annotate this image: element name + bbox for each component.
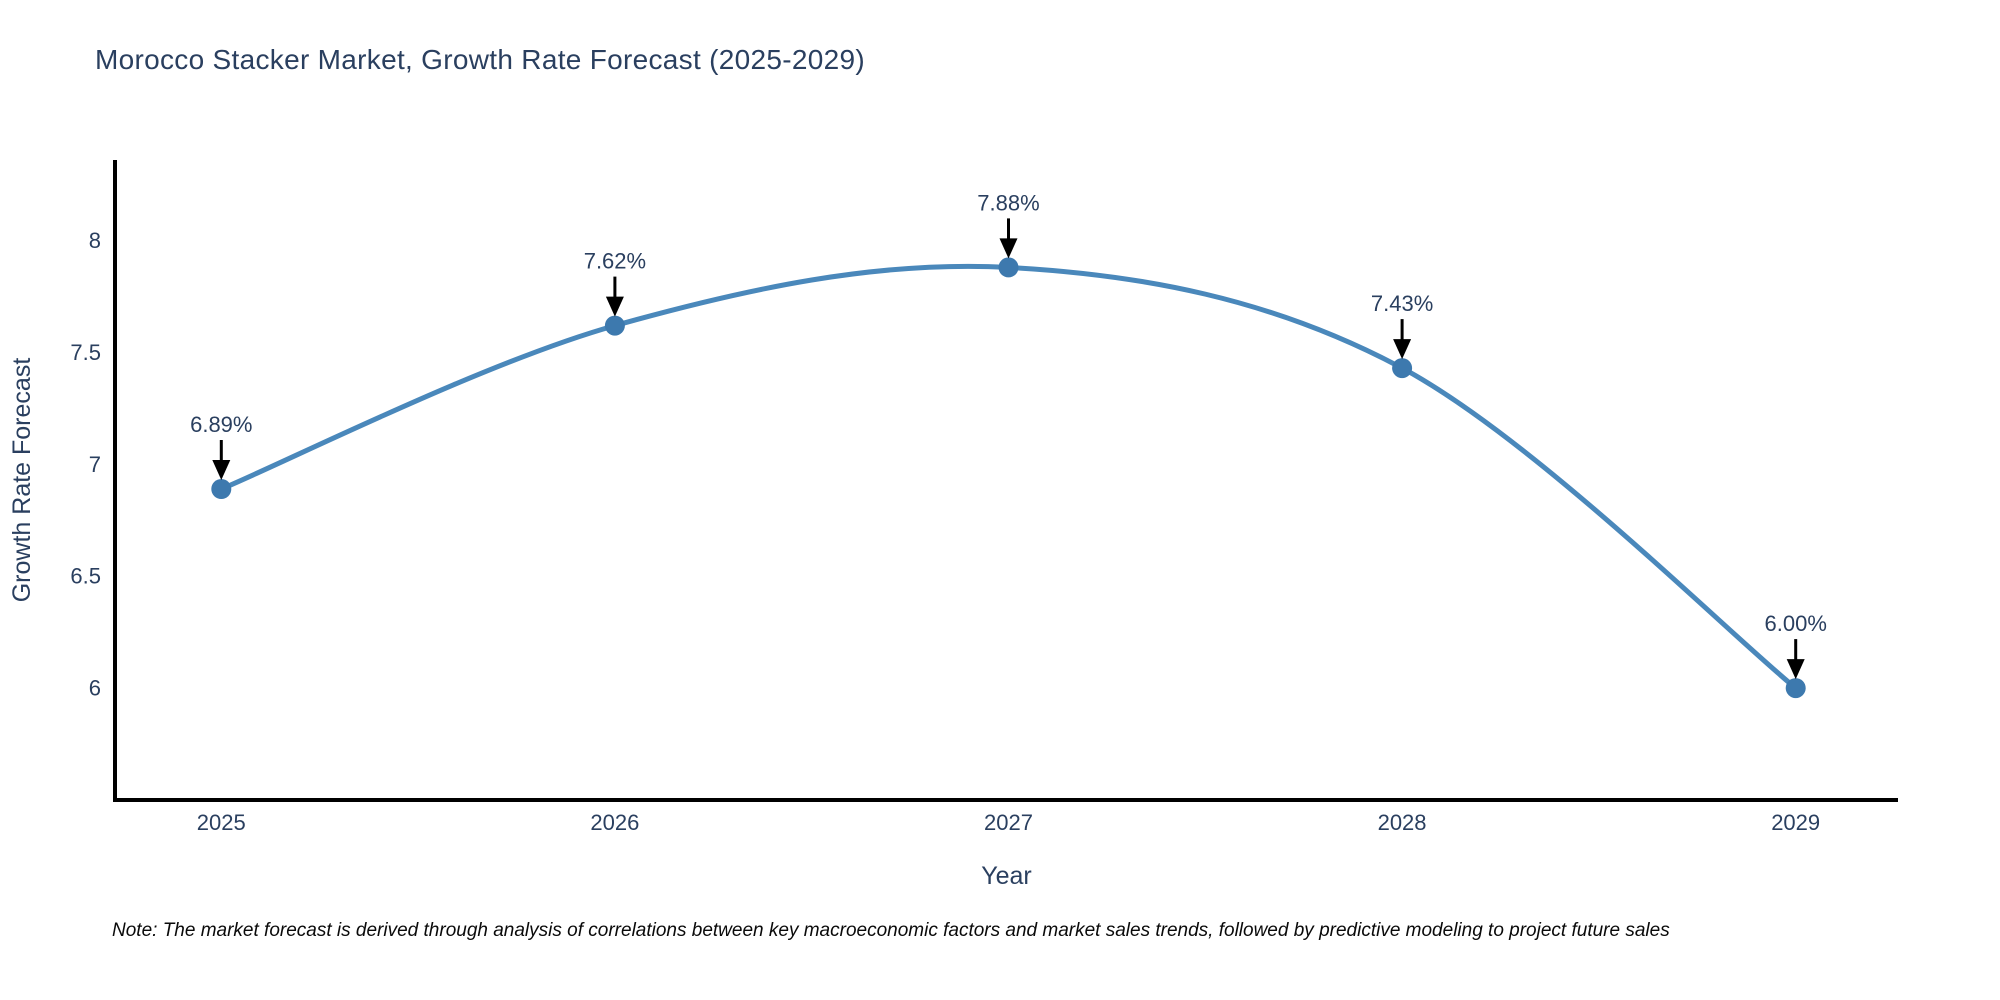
data-point-marker: [1785, 678, 1806, 699]
x-tick-label: 2025: [197, 810, 246, 835]
annotation-arrowhead: [212, 460, 231, 480]
annotation-arrowhead: [1393, 339, 1412, 360]
y-tick-label: 7: [89, 452, 101, 477]
annotation-arrowhead: [1786, 659, 1805, 680]
x-axis-title: Year: [981, 862, 1032, 890]
y-tick-label: 8: [89, 228, 101, 253]
annotation-arrowhead: [605, 296, 624, 317]
y-tick-label: 6: [89, 676, 101, 701]
y-axis-title: Growth Rate Forecast: [8, 358, 36, 603]
y-tick-label: 6.5: [70, 564, 101, 589]
annotation-arrowhead: [999, 238, 1018, 259]
x-tick-label: 2027: [984, 810, 1033, 835]
x-tick-label: 2028: [1378, 810, 1427, 835]
x-tick-label: 2029: [1771, 810, 1820, 835]
forecast-line: [218, 263, 1799, 691]
data-point-marker: [1392, 358, 1413, 379]
x-tick-label: 2026: [590, 810, 639, 835]
data-point-label: 7.88%: [977, 190, 1039, 215]
data-point-label: 7.62%: [584, 249, 646, 274]
data-point-marker: [211, 479, 232, 499]
data-point-label: 6.00%: [1765, 611, 1827, 636]
data-point-label: 7.43%: [1371, 291, 1433, 316]
data-point-marker: [998, 257, 1019, 278]
chart-title: Morocco Stacker Market, Growth Rate Fore…: [95, 44, 865, 75]
data-point-label: 6.89%: [190, 412, 252, 437]
y-tick-label: 7.5: [70, 340, 101, 365]
data-point-marker: [604, 315, 625, 336]
footnote: Note: The market forecast is derived thr…: [112, 920, 1670, 941]
